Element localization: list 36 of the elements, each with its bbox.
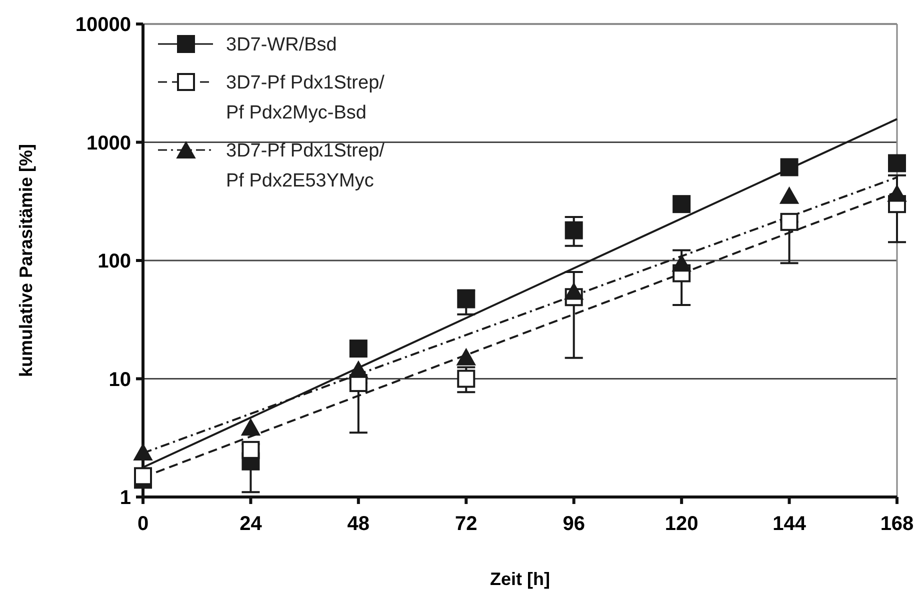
- x-tick-label: 96: [562, 513, 585, 535]
- point: [457, 290, 476, 308]
- x-tick-label: 48: [347, 513, 370, 535]
- x-tick-label: 168: [880, 513, 914, 535]
- legend-label: 3D7-WR/Bsd: [226, 34, 337, 56]
- point: [888, 184, 906, 202]
- point: [134, 467, 152, 486]
- point: [457, 370, 476, 388]
- point: [672, 195, 691, 214]
- y-tick-label: 1000: [86, 132, 131, 154]
- point: [780, 158, 798, 176]
- x-tick-label: 144: [772, 513, 807, 535]
- y-tick-label: 10: [108, 368, 131, 391]
- point: [564, 221, 583, 240]
- y-tick-label: 100: [98, 250, 131, 272]
- point: [134, 444, 152, 461]
- legend-label: 3D7-Pf Pdx1Strep/ Pf Pdx2E53YMyc: [226, 140, 386, 192]
- x-axis-title: Zeit [h]: [490, 569, 550, 589]
- point: [348, 360, 368, 378]
- x-tick-label: 0: [137, 513, 149, 535]
- y-tick-label: 10000: [75, 14, 131, 36]
- point: [349, 340, 368, 358]
- point: [780, 186, 799, 204]
- point: [888, 154, 906, 172]
- y-axis-title: kumulative Parasitämie [%]: [16, 144, 36, 378]
- point: [242, 440, 260, 459]
- legend-label: 3D7-Pf Pdx1Strep/ Pf Pdx2Myc-Bsd: [226, 72, 386, 124]
- point: [780, 212, 798, 231]
- x-tick-label: 120: [664, 513, 698, 535]
- y-tick-label: 1: [120, 487, 131, 509]
- point: [241, 418, 260, 436]
- x-tick-label: 72: [455, 513, 478, 535]
- point: [564, 282, 584, 300]
- point: [672, 254, 692, 272]
- point: [456, 348, 476, 366]
- x-tick-label: 24: [240, 513, 263, 535]
